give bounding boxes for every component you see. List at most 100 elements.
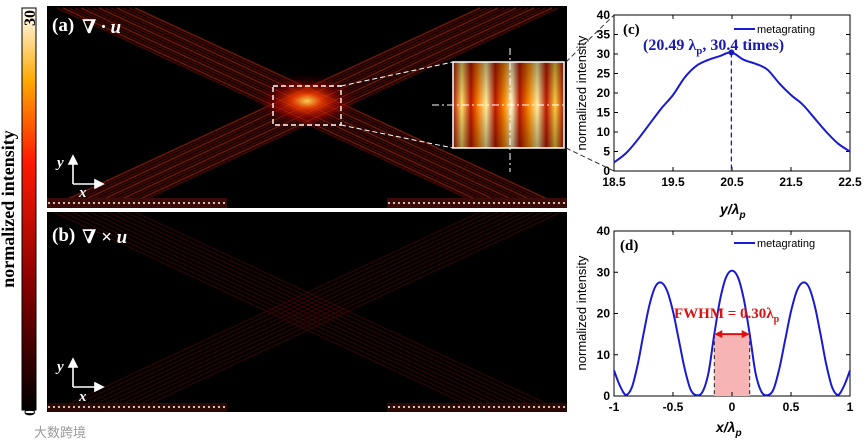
c-xtick-label: 21.5 <box>779 175 803 189</box>
grating-element-a <box>557 201 561 205</box>
chart-d-fwhm-label: FWHM = 0.30λp <box>674 306 780 325</box>
grating-element-a <box>52 201 56 205</box>
grating-element-a <box>537 201 541 205</box>
grating-element-a <box>387 201 391 205</box>
grating-element-b <box>137 405 141 409</box>
grating-element-b <box>157 405 161 409</box>
chart-d-xticks: -1 -0.5 0 0.5 1 <box>609 231 854 414</box>
grating-element-b <box>502 405 506 409</box>
grating-element-b <box>537 405 541 409</box>
grating-element-b <box>147 405 151 409</box>
grating-element-b <box>432 405 436 409</box>
grating-element-a <box>72 201 76 205</box>
grating-element-a <box>417 201 421 205</box>
grating-element-a <box>202 201 206 205</box>
grating-element-a <box>392 201 396 205</box>
grating-element-b <box>57 405 61 409</box>
grating-element-a <box>87 201 91 205</box>
grating-element-a <box>502 201 506 205</box>
grating-element-b <box>427 405 431 409</box>
grating-element-b <box>87 405 91 409</box>
grating-element-b <box>397 405 401 409</box>
chart-d-legend: metagrating <box>734 238 815 250</box>
c-xtick-label: 20.5 <box>720 175 744 189</box>
axes-glyph-b-x: x <box>78 389 87 405</box>
grating-element-b <box>127 405 131 409</box>
grating-element-a <box>142 201 146 205</box>
grating-element-b <box>532 405 536 409</box>
grating-element-a <box>207 201 211 205</box>
grating-element-b <box>412 405 416 409</box>
grating-element-b <box>177 405 181 409</box>
grating-element-a <box>167 201 171 205</box>
c-ytick-label: 25 <box>597 67 611 81</box>
chart-c-legend: metagrating <box>734 24 815 36</box>
d-xtick-label: 0.5 <box>783 400 800 414</box>
c-ytick-label: 5 <box>603 145 610 159</box>
grating-element-a <box>487 201 491 205</box>
grating-element-b <box>142 405 146 409</box>
grating-element-b <box>557 405 561 409</box>
c-ytick-label: 30 <box>597 47 611 61</box>
grating-element-b <box>437 405 441 409</box>
grating-element-a <box>92 201 96 205</box>
grating-element-b <box>512 405 516 409</box>
grating-element-a <box>147 201 151 205</box>
axes-glyph-b <box>67 357 105 393</box>
d-xtick-label: -0.5 <box>663 400 684 414</box>
grating-element-b <box>527 405 531 409</box>
chart-c-xlabel: y/λp <box>719 201 746 221</box>
grating-element-b <box>552 405 556 409</box>
chart-c-xlabel-sub: p <box>738 210 745 221</box>
c-ytick-label: 0 <box>603 164 610 178</box>
c-ytick-label: 10 <box>597 125 611 139</box>
grating-element-a <box>107 201 111 205</box>
beam-pattern-b <box>53 212 562 411</box>
chart-c-peak-marker <box>728 49 735 56</box>
grating-element-b <box>457 405 461 409</box>
grating-element-b <box>52 405 56 409</box>
grating-element-a <box>477 201 481 205</box>
grating-element-b <box>152 405 156 409</box>
grating-element-a <box>467 201 471 205</box>
grating-element-a <box>112 201 116 205</box>
grating-element-a <box>507 201 511 205</box>
beam-b-falling <box>89 212 516 411</box>
grating-element-b <box>222 405 226 409</box>
grating-element-b <box>492 405 496 409</box>
grating-element-b <box>482 405 486 409</box>
chart-c-legend-label: metagrating <box>757 24 815 36</box>
grating-element-a <box>427 201 431 205</box>
grating-element-a <box>497 201 501 205</box>
grating-element-a <box>122 201 126 205</box>
grating-element-a <box>172 201 176 205</box>
beam-b-rising <box>117 212 544 411</box>
grating-element-a <box>492 201 496 205</box>
grating-element-b <box>47 405 51 409</box>
chart-c-panel-letter: (c) <box>623 22 640 38</box>
grating-element-a <box>542 201 546 205</box>
grating-element-b <box>212 405 216 409</box>
field-map-a: (a) ∇ · u⃗ y x <box>47 6 567 208</box>
grating-element-b <box>72 405 76 409</box>
colorbar-title: normalized intensity <box>0 130 18 288</box>
axes-glyph-a <box>67 154 105 190</box>
grating-element-b <box>542 405 546 409</box>
grating-element-a <box>82 201 86 205</box>
grating-element-a <box>437 201 441 205</box>
colorbar-min-label: 0 <box>22 408 39 416</box>
grating-element-b <box>172 405 176 409</box>
chart-c-xlabel-main: y/λ <box>719 201 739 217</box>
chart-d-fwhm-label-main: FWHM = 0.30λ <box>674 306 774 322</box>
d-xtick-label: 1 <box>847 400 854 414</box>
grating-element-a <box>527 201 531 205</box>
colorbar: 30 0 normalized intensity <box>0 7 39 416</box>
grating-element-b <box>122 405 126 409</box>
d-ytick-label: 20 <box>597 307 611 321</box>
grating-element-a <box>47 201 51 205</box>
grating-element-b <box>402 405 406 409</box>
grating-element-b <box>387 405 391 409</box>
d-xtick-label: -1 <box>609 400 620 414</box>
